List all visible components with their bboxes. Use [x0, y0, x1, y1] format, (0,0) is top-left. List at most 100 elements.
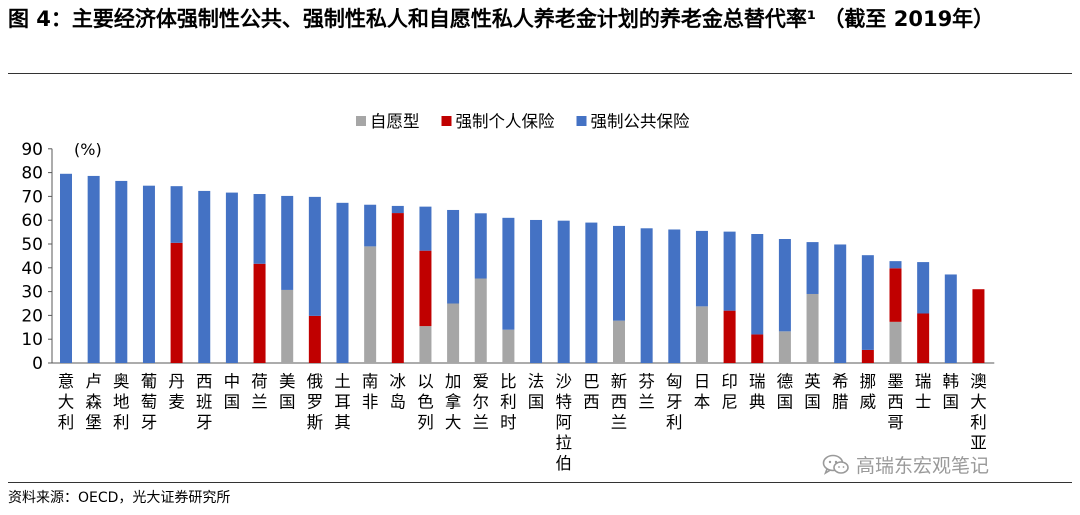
y-tick-label: 0: [32, 354, 43, 374]
bar-segment: [419, 326, 432, 363]
legend-swatch: [356, 116, 366, 126]
bar-segment: [751, 234, 764, 335]
bar-segment: [502, 217, 515, 330]
y-tick-label: 30: [21, 283, 43, 303]
x-category-label: 德国: [777, 372, 794, 412]
legend-label: 强制公共保险: [591, 112, 691, 131]
bar-segment: [917, 262, 930, 314]
x-category-label: 冰岛: [390, 372, 407, 412]
bar-segment: [530, 219, 543, 363]
bar-segment: [142, 185, 155, 363]
plot-area: 0 10 20 30 40 50 60 70 80 90 (%) 意大利卢森堡奥地利葡萄牙丹麦西班牙中…: [21, 140, 995, 473]
x-category-label: 匈牙利: [666, 372, 683, 432]
bar-segment: [364, 204, 377, 247]
x-category-label: 墨西哥: [887, 372, 904, 432]
bar-segment: [419, 206, 432, 251]
x-category-label: 葡萄牙: [141, 372, 158, 432]
bar-segment: [889, 261, 902, 269]
y-tick-label: 50: [21, 235, 43, 255]
bar-segment: [751, 334, 764, 363]
bar-segment: [557, 220, 570, 363]
bar-segment: [87, 175, 100, 363]
watermark-text: 高瑞东宏观笔记: [856, 455, 990, 477]
chart-legend: 自愿型 强制个人保险 强制公共保险: [356, 112, 690, 131]
wechat-icon: [822, 454, 849, 475]
x-category-label: 中国: [224, 372, 241, 412]
x-category-label: 澳大利亚: [970, 372, 987, 453]
bar-segment: [198, 190, 211, 363]
y-unit-label: (%): [74, 140, 102, 159]
x-category-label: 韩国: [943, 372, 960, 412]
x-category-label: 希腊: [832, 372, 849, 412]
legend-swatch: [441, 116, 452, 126]
bar-segment: [308, 196, 321, 316]
x-category-label: 沙特阿拉伯: [555, 372, 572, 473]
x-category-label: 卢森堡: [85, 372, 102, 432]
x-category-label: 西班牙: [196, 372, 213, 432]
bar-segment: [281, 195, 294, 290]
source-note: 资料来源：OECD，光大证券研究所: [8, 490, 231, 506]
bar-segment: [723, 231, 736, 311]
y-tick-label: 20: [21, 306, 43, 326]
x-category-label: 爱尔兰: [473, 372, 490, 432]
x-category-label: 比利时: [500, 372, 517, 432]
bar-segment: [308, 315, 321, 363]
y-tick-label: 40: [21, 259, 43, 279]
bar-segment: [447, 209, 460, 304]
legend-label: 自愿型: [370, 112, 420, 131]
bar-segment: [917, 313, 930, 363]
bar-segment: [391, 205, 404, 214]
stacked-bar-chart: 自愿型 强制个人保险 强制公共保险 0 10 20 30 40 50 60 70 80 90 (%) 意大…: [21, 112, 995, 473]
bar-segment: [115, 180, 128, 363]
bar-segment: [391, 213, 404, 363]
source-divider: [8, 482, 1072, 483]
bar-segment: [225, 192, 238, 363]
watermark: 高瑞东宏观笔记: [822, 451, 989, 478]
bar-segment: [253, 263, 266, 363]
bar-segment: [364, 246, 377, 363]
bar-segment: [502, 329, 515, 363]
x-category-label: 荷兰: [251, 372, 268, 412]
x-category-label: 奥地利: [113, 372, 130, 432]
bar-segment: [889, 268, 902, 322]
bar-segment: [585, 222, 598, 363]
x-category-label: 巴西: [583, 372, 600, 412]
y-tick-label: 80: [21, 164, 43, 184]
bar-segment: [889, 321, 902, 363]
y-tick-label: 10: [21, 330, 43, 350]
bar-segment: [253, 194, 266, 264]
bar-segment: [474, 213, 487, 279]
y-tick-label: 90: [21, 140, 43, 160]
y-tick-label: 70: [21, 187, 43, 207]
bar-segment: [723, 310, 736, 363]
bar-segment: [613, 320, 625, 363]
bar-segment: [972, 289, 985, 363]
x-category-label: 挪威: [860, 372, 877, 412]
x-category-label: 印尼: [721, 372, 738, 412]
bar-segment: [668, 229, 681, 363]
bar-segment: [474, 278, 487, 363]
bar-segment: [806, 293, 819, 363]
x-category-label: 英国: [804, 372, 821, 412]
bar-segment: [640, 228, 653, 363]
x-category-label: 美国: [279, 372, 296, 412]
x-category-label: 土耳其: [334, 372, 351, 432]
x-category-label: 瑞士: [915, 372, 932, 412]
title-divider: [8, 73, 1072, 74]
x-category-label: 丹麦: [168, 372, 185, 412]
bar-segment: [695, 306, 708, 363]
x-category-label: 日本: [694, 372, 711, 412]
bar-segment: [419, 250, 432, 327]
bar-segment: [778, 331, 791, 363]
bar-segment: [60, 173, 72, 363]
bar-segment: [778, 239, 791, 332]
bar-segment: [834, 244, 847, 363]
x-category-label: 芬兰: [638, 372, 655, 412]
bar-segment: [695, 230, 708, 307]
bar-segment: [281, 289, 294, 363]
bar-segment: [613, 225, 625, 321]
bar-segment: [861, 349, 874, 363]
x-category-label: 瑞典: [749, 372, 766, 412]
y-tick-label: 60: [21, 211, 43, 231]
x-category-label: 新西兰: [611, 372, 628, 432]
